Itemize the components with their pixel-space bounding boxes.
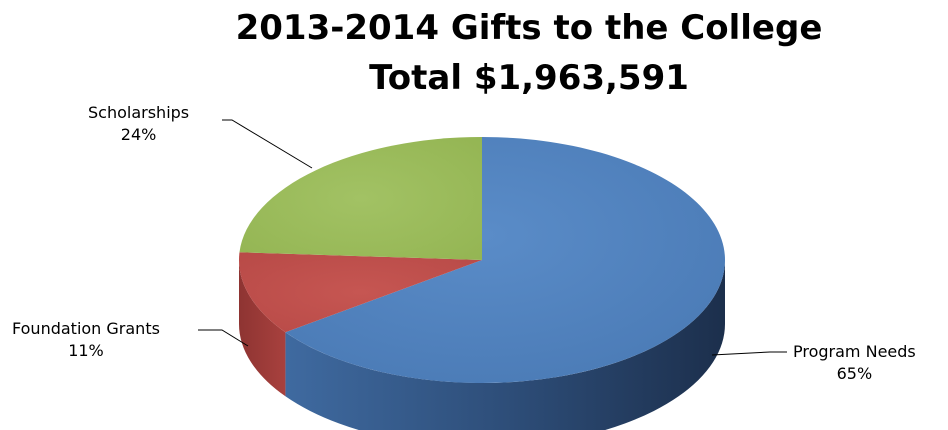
leader-line-scholarships	[222, 119, 313, 169]
data-label-scholarships: Scholarships 24%	[88, 102, 189, 146]
slice-scholarships	[239, 136, 482, 260]
slice-percent-foundation-grants: 11%	[68, 341, 104, 360]
slice-label-program-needs: Program Needs	[793, 342, 916, 361]
data-label-program-needs: Program Needs 65%	[793, 341, 916, 385]
chart-subtitle: Total $1,963,591	[369, 58, 689, 98]
slice-percent-program-needs: 65%	[836, 364, 873, 383]
leader-line-program-needs	[711, 351, 787, 356]
slice-label-foundation-grants: Foundation Grants	[12, 319, 160, 338]
data-label-foundation-grants: Foundation Grants 11%	[12, 318, 160, 362]
slice-side-program-needs	[285, 260, 725, 430]
slice-side-foundation-grants	[239, 260, 286, 397]
slice-foundation-grants	[239, 252, 482, 333]
slice-percent-scholarships: 24%	[120, 125, 157, 144]
slice-program-needs	[285, 137, 725, 383]
chart-title: 2013-2014 Gifts to the College	[235, 8, 823, 48]
slice-label-scholarships: Scholarships	[88, 103, 190, 122]
leader-line-foundation-grants	[198, 329, 249, 347]
